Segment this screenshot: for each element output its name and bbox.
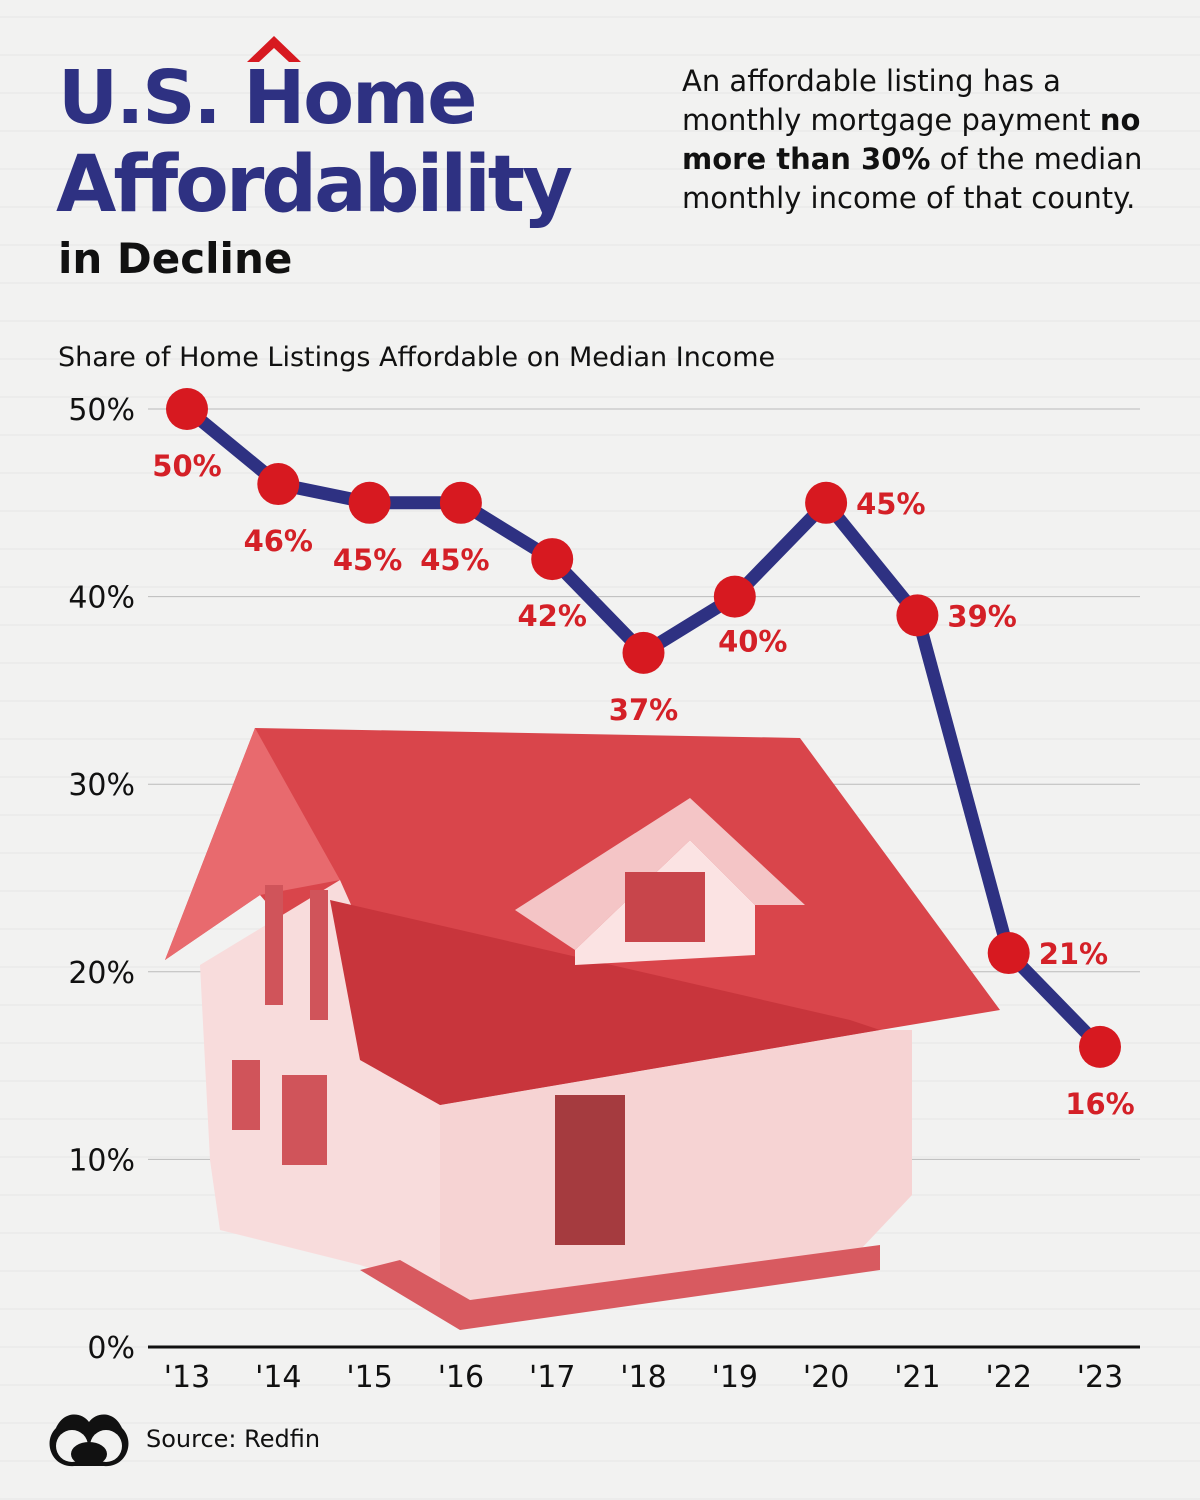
data-label: 50% <box>152 449 221 483</box>
data-label: 46% <box>244 524 313 558</box>
data-point <box>531 538 574 581</box>
house-roof-icon <box>247 36 301 62</box>
data-label: 37% <box>609 693 678 727</box>
x-tick-label: '21 <box>894 1360 940 1395</box>
data-label: 16% <box>1065 1087 1134 1121</box>
house-illustration <box>165 728 1000 1330</box>
data-label: 42% <box>517 599 586 633</box>
description-text: An affordable listing has a monthly mort… <box>682 64 1100 137</box>
data-point <box>896 594 939 637</box>
data-point <box>713 575 756 618</box>
x-tick-label: '20 <box>803 1360 849 1395</box>
x-tick-label: '23 <box>1077 1360 1123 1395</box>
x-tick-label: '16 <box>438 1360 484 1395</box>
data-label: 40% <box>718 625 787 659</box>
description-text-end: of the median monthly income of that cou… <box>682 142 1143 215</box>
data-label: 45% <box>333 543 402 577</box>
x-tick-label: '18 <box>620 1360 666 1395</box>
y-tick-label: 30% <box>68 768 135 803</box>
x-tick-label: '19 <box>712 1360 758 1395</box>
x-tick-label: '14 <box>255 1360 301 1395</box>
title-line2: Affordability <box>56 140 573 230</box>
chart-title: Share of Home Listings Affordable on Med… <box>58 342 776 373</box>
data-point <box>987 932 1030 975</box>
title-line1: U.S. Home <box>58 55 477 141</box>
data-label: 39% <box>947 599 1016 633</box>
title-line3: in Decline <box>58 234 293 283</box>
data-label: 45% <box>420 543 489 577</box>
data-label: 21% <box>1039 937 1108 971</box>
y-tick-label: 10% <box>68 1143 135 1178</box>
data-point <box>166 388 208 430</box>
x-tick-label: '22 <box>985 1360 1031 1395</box>
source-text: Source: Redfin <box>146 1425 321 1453</box>
visual-capitalist-logo-icon <box>49 1414 129 1467</box>
x-tick-label: '17 <box>529 1360 575 1395</box>
data-point <box>257 463 300 506</box>
y-tick-label: 20% <box>68 956 135 991</box>
data-label: 45% <box>856 487 925 521</box>
data-point <box>439 481 482 524</box>
data-point <box>622 631 665 674</box>
description-bold: no more than 30% <box>682 103 1141 176</box>
y-tick-label: 0% <box>87 1331 135 1366</box>
data-point <box>1079 1025 1121 1068</box>
y-tick-label: 50% <box>68 393 135 428</box>
footer: Source: Redfin <box>46 1408 320 1470</box>
y-tick-label: 40% <box>68 581 135 616</box>
data-point <box>348 481 391 524</box>
x-tick-label: '15 <box>346 1360 392 1395</box>
data-point <box>805 481 848 524</box>
x-tick-label: '13 <box>164 1360 210 1395</box>
description: An affordable listing has a monthly mort… <box>682 62 1182 218</box>
